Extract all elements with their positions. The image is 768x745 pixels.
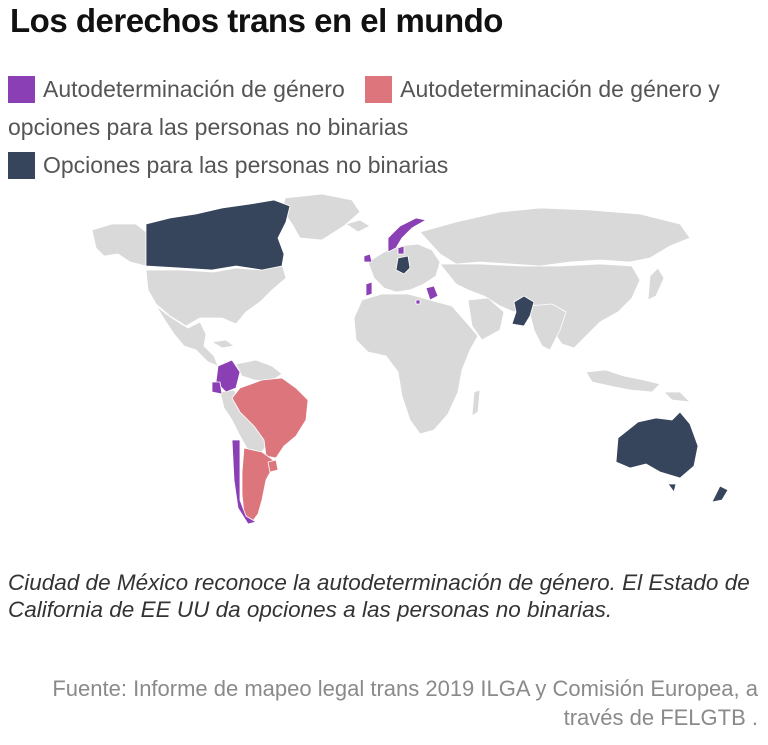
country-argentina xyxy=(241,447,277,523)
country-greenland xyxy=(281,193,361,241)
country-australia xyxy=(615,411,699,479)
country-alaska xyxy=(91,223,147,267)
country-india xyxy=(527,303,567,351)
country-germany xyxy=(395,255,411,275)
country-arabia xyxy=(467,297,505,341)
legend-label: Autodeterminación de género xyxy=(43,76,345,102)
legend-item-non-binary: Opciones para las personas no binarias xyxy=(8,146,760,184)
source-credit: Fuente: Informe de mapeo legal trans 201… xyxy=(52,676,758,730)
country-tasmania xyxy=(667,483,677,493)
country-malta xyxy=(415,299,421,305)
country-greece xyxy=(425,285,439,301)
legend-swatch-navy xyxy=(8,152,35,179)
country-japan xyxy=(647,267,665,301)
legend-item-self-determination: Autodeterminación de género xyxy=(8,76,345,103)
country-new-zealand xyxy=(711,485,729,503)
legend-item-self-determination-non-binary: Autodeterminación de género y opciones p… xyxy=(8,76,720,140)
page-title: Los derechos trans en el mundo xyxy=(10,2,503,39)
country-canada xyxy=(145,199,291,271)
country-caribbean xyxy=(211,339,235,349)
map-note: Ciudad de México reconoce la autodetermi… xyxy=(8,570,750,622)
legend-label: Opciones para las personas no binarias xyxy=(43,152,449,178)
country-africa xyxy=(353,293,479,435)
country-iceland xyxy=(345,219,371,233)
legend-swatch-purple xyxy=(8,76,35,103)
country-png xyxy=(663,391,691,403)
country-uruguay xyxy=(267,459,279,473)
country-madagascar xyxy=(471,389,481,417)
country-denmark xyxy=(397,245,405,255)
country-portugal xyxy=(365,281,373,297)
legend-label: Autodeterminación de género y opciones p… xyxy=(8,76,720,140)
country-chile xyxy=(231,439,257,525)
country-russia xyxy=(419,207,691,267)
legend: Autodeterminación de género Autodetermin… xyxy=(8,70,760,184)
country-norway xyxy=(387,217,427,253)
country-brazil xyxy=(231,377,309,459)
country-usa xyxy=(145,263,287,327)
country-ireland xyxy=(363,253,373,263)
country-mexico xyxy=(155,305,219,367)
legend-swatch-pink xyxy=(365,76,393,103)
country-indonesia xyxy=(585,369,661,393)
country-venezuela xyxy=(235,359,283,383)
country-pakistan xyxy=(511,295,535,327)
country-ecuador xyxy=(211,381,223,395)
world-map xyxy=(91,193,729,525)
